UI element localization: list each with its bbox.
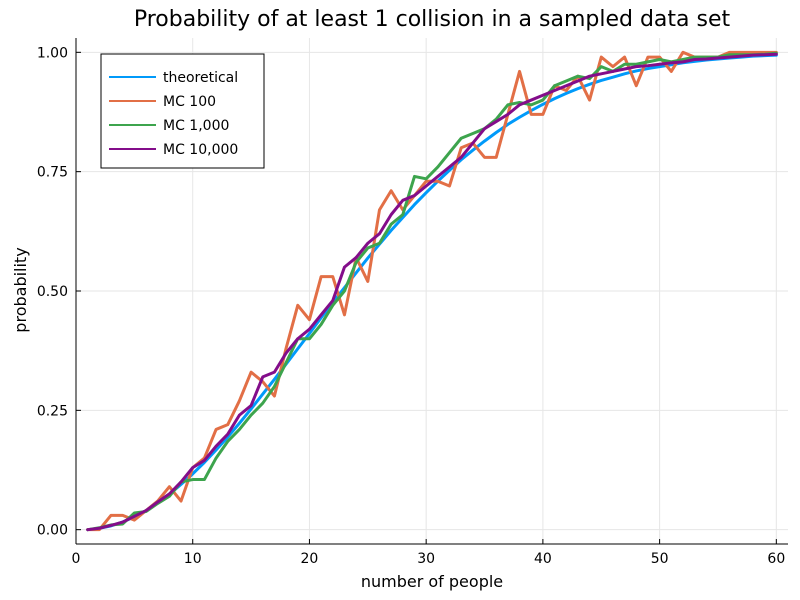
legend: theoretical MC 100 MC 1,000 MC 10,000 [100, 53, 265, 169]
plot-area: 0 10 20 30 40 50 60 0.00 0.25 0.50 0.75 1.00 [37, 38, 788, 567]
x-tick-label: 30 [417, 551, 435, 567]
y-tick-label: 0.50 [37, 284, 68, 300]
series-line-theoretical [86, 53, 778, 532]
series-line-mc-1-000 [86, 51, 778, 532]
y-axis-label: probability [11, 247, 30, 332]
chart-title: Probability of at least 1 collision in a… [134, 7, 731, 32]
y-tick-label: 0.25 [37, 403, 68, 419]
x-axis-label: number of people [361, 572, 503, 591]
x-tick-label: 50 [651, 551, 669, 567]
legend-label: theoretical [163, 70, 238, 86]
series-line-mc-10-000 [86, 52, 778, 532]
legend-label: MC 10,000 [163, 142, 238, 158]
x-tick-label: 20 [301, 551, 319, 567]
legend-label: MC 100 [163, 94, 216, 110]
y-tick-label: 0.00 [37, 523, 68, 539]
y-tick-label: 1.00 [37, 45, 68, 61]
x-tick-label: 0 [72, 551, 81, 567]
legend-label: MC 1,000 [163, 118, 229, 134]
x-tick-label: 60 [767, 551, 785, 567]
x-tick-label: 40 [534, 551, 552, 567]
x-tick-label: 10 [184, 551, 202, 567]
y-tick-label: 0.75 [37, 165, 68, 181]
